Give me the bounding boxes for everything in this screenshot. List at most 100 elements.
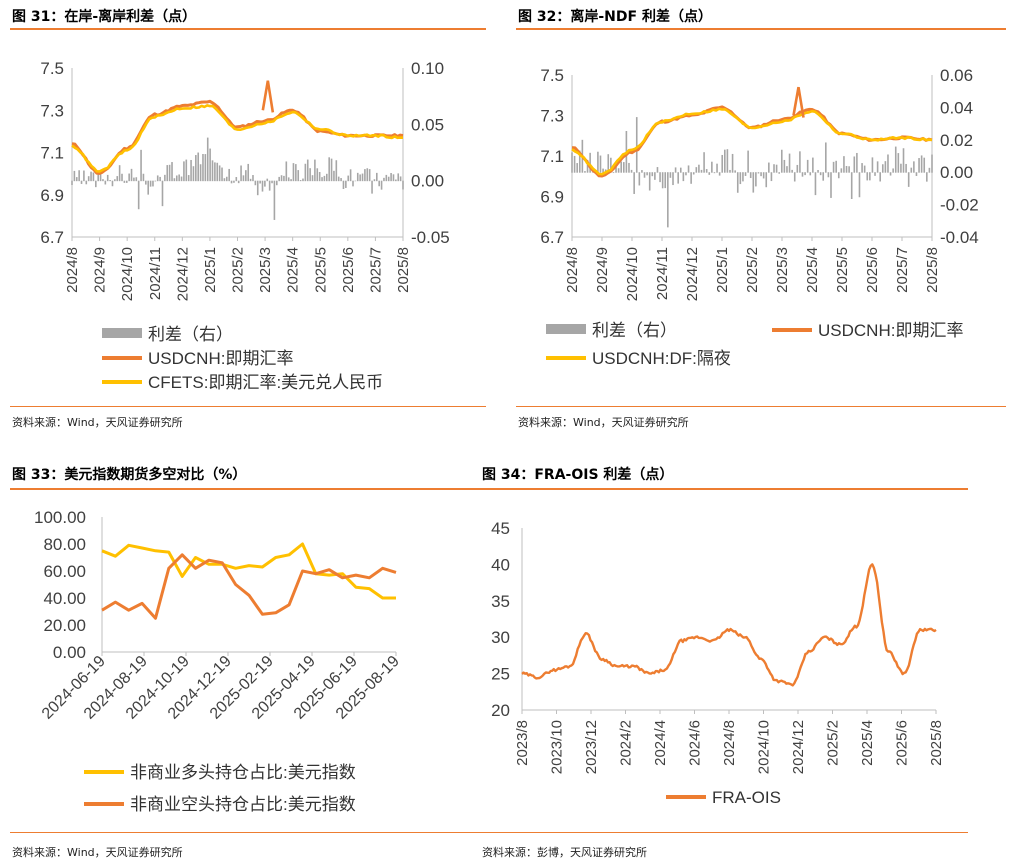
spread-bar [385, 174, 388, 182]
spread-bar [164, 174, 166, 182]
spread-bar [209, 148, 211, 182]
y2-tick-label: 0.02 [940, 131, 973, 150]
spread-bar [99, 173, 102, 182]
series-short [101, 553, 397, 620]
spread-bar [214, 162, 216, 182]
spread-bar [190, 159, 192, 182]
series-spread-bars [571, 117, 933, 228]
x-tick-label: 2025/4 [804, 247, 821, 293]
spread-bar [853, 156, 856, 173]
y-tick-label: 80.00 [43, 535, 86, 554]
spread-bar [199, 164, 202, 182]
spread-bar [314, 159, 316, 182]
spread-bar [788, 153, 791, 173]
spread-bar [607, 154, 610, 173]
panel-32: 图 32：离岸-NDF 利差（点） 6.7 6.9 7.1 7.3 7.5 -0.04 -0… [516, 0, 1006, 440]
spread-bar [659, 172, 661, 183]
spread-bar [638, 172, 641, 186]
spread-bar [92, 172, 95, 182]
spread-bar [87, 176, 90, 182]
spread-bar [628, 162, 630, 173]
spread-bar [793, 172, 796, 182]
spread-bar [591, 172, 594, 173]
chart-34: 20 25 30 35 40 45 2023/8 2023/10 2023/12 2024/2 20… [491, 519, 945, 807]
spread-bar [171, 162, 173, 182]
y2-tick-label: 0.05 [411, 115, 444, 134]
x-tick-label: 2025/6 [894, 720, 911, 766]
spread-bar [721, 154, 724, 173]
spread-bar [796, 164, 799, 173]
spread-bar [648, 172, 651, 191]
spread-bar [297, 170, 300, 182]
spread-bar [395, 179, 397, 182]
spread-bar [845, 165, 848, 173]
spread-bar [83, 170, 85, 182]
spread-bar [791, 169, 793, 173]
series-fra-ois [521, 563, 937, 687]
spread-bar [73, 170, 76, 182]
spread-bar [879, 172, 882, 182]
spread-bar [799, 151, 801, 173]
spread-bar [889, 172, 892, 176]
x-tick-label: 2024/8 [721, 720, 738, 766]
spread-bar [780, 149, 783, 173]
spread-bar [240, 165, 242, 182]
spread-bar [573, 155, 576, 173]
y-tick-label: 30 [491, 628, 510, 647]
spread-bar [247, 163, 250, 182]
spread-bar [80, 180, 83, 184]
spread-bar [633, 172, 635, 194]
spread-bar [271, 180, 273, 184]
spread-bar [309, 168, 311, 182]
spread-bar [178, 174, 180, 182]
y-tick-label: 6.9 [540, 188, 564, 207]
spread-bar [383, 177, 385, 182]
spread-bar [278, 176, 280, 182]
spread-bar [118, 165, 121, 182]
spread-bar [900, 163, 902, 173]
spread-bar [78, 170, 80, 182]
spread-bar [742, 172, 744, 182]
spread-bar [368, 169, 371, 182]
x-tick-label: 2024/2 [618, 720, 635, 766]
spike [261, 80, 275, 113]
spread-bar [287, 177, 290, 182]
x-tick-label: 2025/1 [202, 247, 219, 293]
title-rule [478, 488, 968, 490]
spread-bar [95, 180, 97, 188]
spread-bar [159, 176, 161, 182]
spread-bar [892, 168, 894, 173]
spread-bar [905, 163, 907, 173]
y2-tick-label: 0.00 [411, 172, 444, 191]
spread-bar [228, 168, 230, 182]
x-tick-label: 2025/1 [714, 247, 731, 293]
spread-bar [330, 158, 333, 182]
y2-tick-label: 0.04 [940, 98, 973, 117]
spread-bar [114, 179, 116, 182]
spread-bar [399, 176, 402, 182]
spread-bar [283, 175, 285, 182]
spread-bar [180, 176, 183, 182]
spread-bar [643, 172, 646, 178]
spread-bar [361, 173, 364, 182]
spread-bar [920, 155, 923, 173]
spread-bar [211, 160, 214, 182]
spread-bar [894, 146, 897, 173]
panel-33: 图 33：美元指数期货多空对比（%） 0.00 20.00 40.00 60.00 80… [10, 460, 486, 864]
y-tick-label: 6.9 [40, 186, 64, 205]
spread-bar [897, 153, 900, 173]
x-tick-label: 2024/11 [147, 247, 164, 300]
spread-bar [679, 167, 682, 173]
x-tick-label: 2025/2 [230, 247, 247, 293]
spread-bar [149, 180, 152, 187]
chart-title: 图 33：美元指数期货多空对比（%） [12, 467, 247, 483]
spread-bar [230, 180, 233, 184]
x-tick-label: 2024/12 [790, 720, 807, 774]
spread-bar [827, 172, 830, 178]
spread-bar [931, 154, 933, 173]
spread-bar [907, 172, 910, 187]
spread-bar [690, 172, 692, 184]
spread-bar [147, 180, 150, 195]
spread-bar [830, 172, 832, 198]
x-tick-label: 2025/6 [340, 247, 357, 293]
